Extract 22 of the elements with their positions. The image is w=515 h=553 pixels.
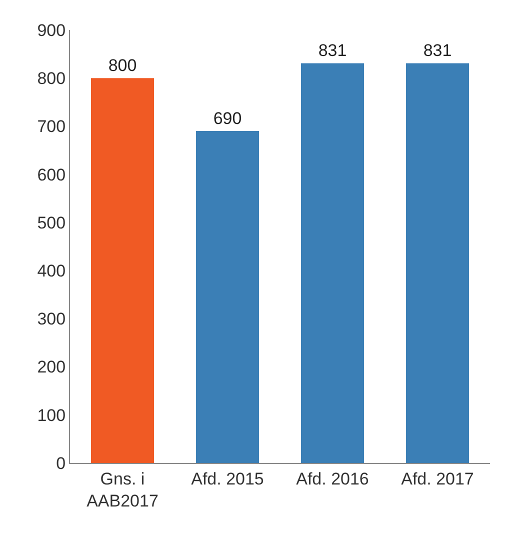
- data-label: 690: [213, 109, 242, 128]
- x-tick-label: Afd. 2015: [191, 469, 264, 488]
- y-tick-label: 300: [37, 310, 66, 329]
- y-tick-label: 800: [37, 69, 66, 88]
- data-label: 831: [423, 41, 452, 60]
- data-label: 800: [108, 56, 137, 76]
- x-tick-label: Afd. 2016: [296, 469, 369, 488]
- bar: [196, 131, 259, 463]
- y-tick-label: 500: [37, 213, 66, 232]
- bar: [406, 63, 469, 463]
- y-tick-label: 700: [37, 117, 66, 136]
- y-tick-label: 400: [37, 262, 66, 281]
- x-tick-label: Gns. i AAB2017: [86, 469, 158, 510]
- x-tick-label: Afd. 2017: [401, 469, 474, 488]
- y-tick-label: 900: [37, 20, 66, 40]
- y-tick-label: 200: [37, 358, 66, 377]
- y-tick-label: 600: [37, 165, 66, 184]
- y-tick-label: 0: [56, 454, 66, 473]
- bar: [91, 78, 154, 463]
- bar: [301, 63, 364, 463]
- y-tick-label: 100: [37, 406, 66, 425]
- data-label: 831: [318, 41, 347, 60]
